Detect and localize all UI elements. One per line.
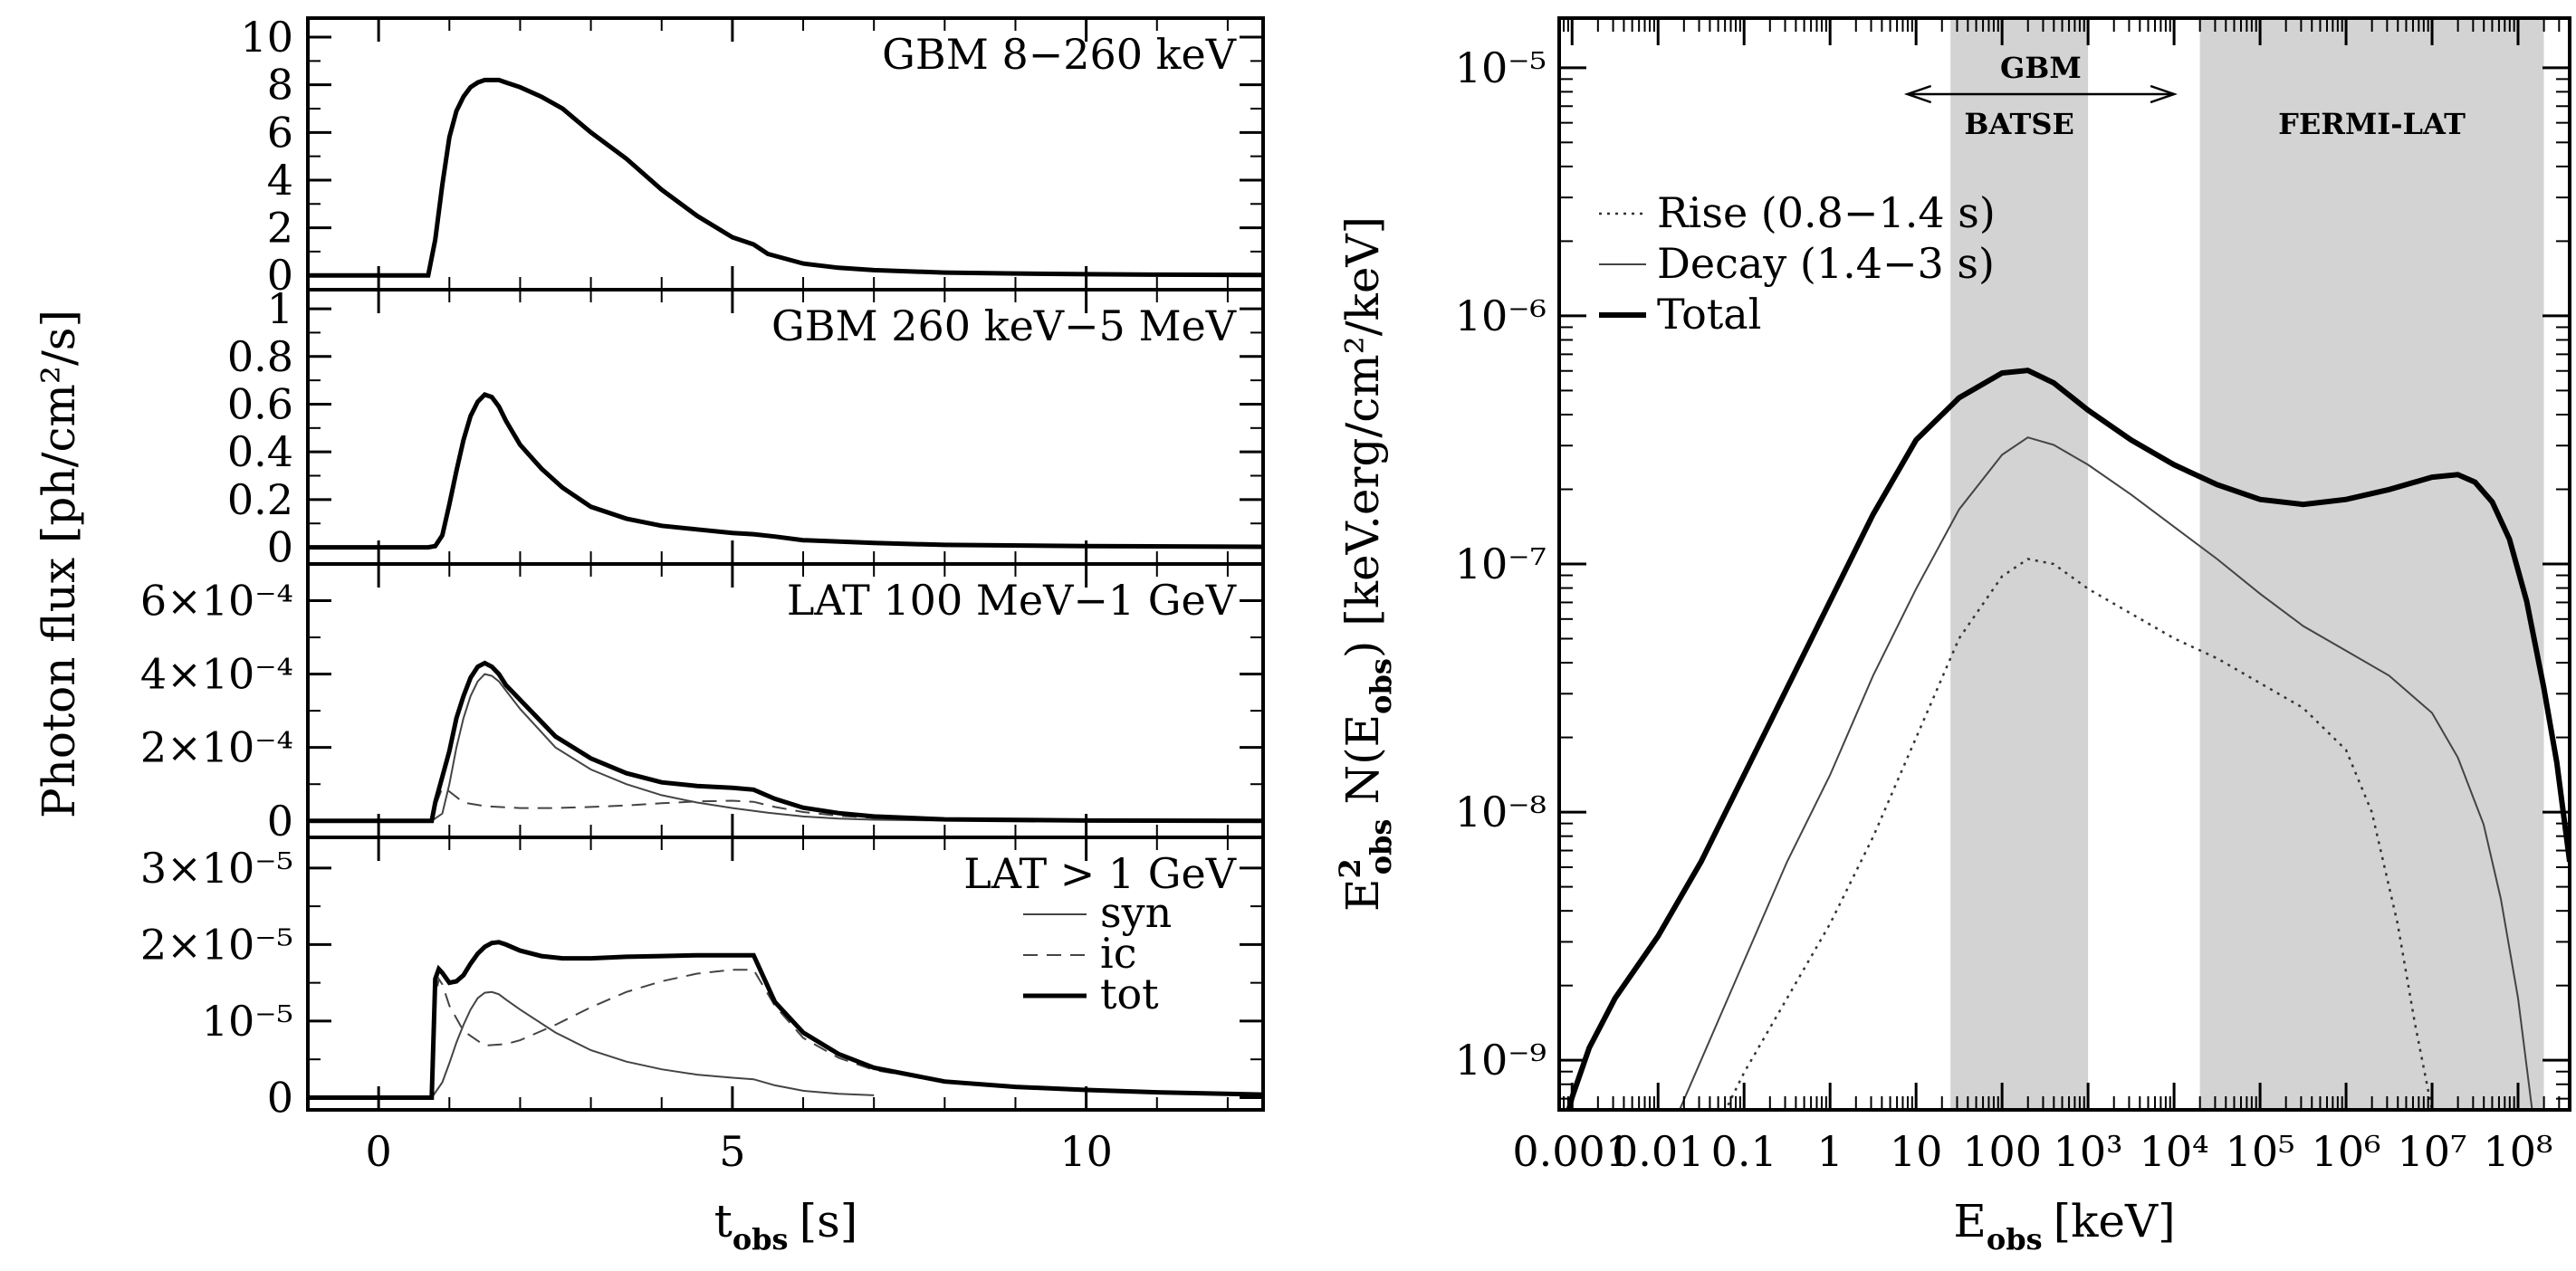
x-axis-label-sub: obs	[733, 1222, 789, 1257]
lightcurve-panel: 0 10⁻⁵ 2×10⁻⁵ 3×10⁻⁵ LAT > 1 GeV	[140, 836, 1265, 1122]
energy-band	[2199, 18, 2544, 1110]
panel-frame	[1557, 16, 2571, 1112]
y-axis-label: E2obs N(Eobs) [keV.erg/cm²/keV]	[1333, 216, 1398, 912]
y-tick-label: 0	[267, 523, 293, 572]
y-tick-label: 0.4	[227, 427, 293, 476]
y-tick-label: 2	[267, 204, 293, 253]
series-tot-line	[308, 392, 1263, 550]
arrow-left-icon	[1903, 84, 1932, 104]
x-tick-label: 10⁸	[2484, 1127, 2553, 1176]
panel-title: GBM 8−260 keV	[882, 30, 1237, 79]
y-tick-label: 0.8	[227, 332, 293, 381]
series-tot-line	[308, 940, 1263, 1100]
y-tick-label: 3×10⁻⁵	[140, 844, 293, 893]
x-tick-label: 10⁷	[2398, 1127, 2467, 1176]
panel-title: LAT 100 MeV−1 GeV	[787, 576, 1237, 625]
x-axis-label-unit: [s]	[800, 1195, 858, 1247]
legend-label: ic	[1100, 929, 1136, 978]
x-axis-label-sub: obs	[1987, 1222, 2043, 1257]
plot-area	[308, 940, 1263, 1100]
plot-area	[308, 392, 1263, 550]
x-tick-label: 0.1	[1711, 1127, 1777, 1176]
y-tick-label: 10⁻⁹	[1455, 1036, 1547, 1085]
legend-label: tot	[1100, 970, 1159, 1018]
y-tick-label: 6	[267, 108, 293, 157]
y-axis-label-part: N(E	[1336, 714, 1389, 819]
y-tick-label: 6×10⁻⁴	[140, 577, 293, 626]
y-tick-label: 2×10⁻⁴	[140, 723, 293, 772]
y-tick-label: 8	[267, 61, 293, 110]
x-axis-label-main: t	[714, 1195, 733, 1247]
y-tick-label: 10⁻⁷	[1455, 540, 1547, 588]
x-tick-label: 10	[1059, 1127, 1113, 1176]
x-tick-label: 1	[1817, 1127, 1843, 1176]
y-tick-label: 10⁻⁵	[1455, 43, 1547, 92]
x-tick-label: 0.01	[1612, 1127, 1704, 1176]
x-tick-label: 5	[719, 1127, 745, 1176]
y-tick-label: 0.2	[227, 475, 293, 524]
y-tick-label: 0	[267, 251, 293, 300]
legend-label: Decay (1.4−3 s)	[1657, 239, 1995, 288]
y-axis-label-part: 2	[1333, 858, 1367, 878]
y-axis-label-part: E	[1336, 879, 1389, 913]
series-thick-line	[1566, 368, 2570, 1110]
x-tick-label: 10⁵	[2226, 1127, 2295, 1176]
y-axis-label-part: ) [keV.erg/cm²/keV]	[1336, 216, 1389, 658]
legend-label: Rise (0.8−1.4 s)	[1657, 188, 1996, 237]
y-axis-label-part: obs	[1364, 819, 1398, 875]
y-tick-label: 10	[240, 13, 293, 62]
series-thin-line	[1678, 436, 2533, 1110]
plot-area	[308, 77, 1263, 278]
x-tick-label: 100	[1962, 1127, 2042, 1176]
panel-title: LAT > 1 GeV	[963, 849, 1237, 898]
series-syn-line	[308, 990, 875, 1099]
panel-frame	[306, 836, 1265, 1112]
lightcurve-panel: 0 2×10⁻⁴ 4×10⁻⁴ 6×10⁻⁴ LAT 100 MeV−1 GeV	[140, 562, 1265, 846]
lightcurve-panel: 00.20.40.60.81 GBM 260 keV−5 MeV	[227, 284, 1265, 572]
y-tick-label: 10⁻⁸	[1455, 788, 1547, 836]
arrow-right-icon	[2150, 84, 2178, 104]
series-tot-line	[308, 660, 1263, 824]
x-axis-label-main: E	[1953, 1195, 1987, 1247]
y-tick-label: 10⁻⁵	[202, 997, 293, 1046]
x-tick-label: 0.001	[1512, 1127, 1632, 1176]
gbm-label: GBM	[2000, 51, 2082, 85]
x-axis-label: tobs [s]	[714, 1195, 858, 1257]
x-tick-label: 10	[1890, 1127, 1943, 1176]
x-tick-label: 10³	[2054, 1127, 2123, 1176]
y-axis-label-part: obs	[1364, 658, 1398, 714]
x-axis-label-unit: [keV]	[2054, 1195, 2176, 1247]
x-tick-label: 10⁶	[2312, 1127, 2381, 1176]
legend: Rise (0.8−1.4 s)Decay (1.4−3 s)Total	[1599, 188, 1996, 339]
y-tick-label: 4	[267, 156, 293, 205]
y-tick-label: 0	[267, 1073, 293, 1122]
energy-band	[1950, 18, 2089, 1110]
y-tick-label: 0.6	[227, 379, 293, 428]
plot-area	[1566, 368, 2570, 1110]
y-tick-label: 2×10⁻⁵	[140, 920, 293, 969]
panel-title: GBM 260 keV−5 MeV	[771, 301, 1237, 350]
y-axis-label: Photon flux [ph/cm²/s]	[33, 310, 85, 818]
fermi-lat-label: FERMI-LAT	[2278, 107, 2466, 141]
batse-label: BATSE	[1964, 107, 2073, 141]
y-tick-label: 4×10⁻⁴	[140, 650, 293, 699]
legend-label: syn	[1100, 888, 1172, 937]
x-axis-label: Eobs [keV]	[1953, 1195, 2175, 1257]
series-syn-line	[308, 673, 1263, 822]
spectrum-panel: GBM BATSE FERMI-LAT	[1557, 16, 2571, 1112]
series-tot-line	[308, 77, 1263, 278]
x-tick-label: 10⁴	[2140, 1127, 2209, 1176]
y-tick-label: 10⁻⁶	[1455, 291, 1547, 340]
plot-area	[308, 660, 1263, 824]
y-tick-label: 1	[267, 284, 293, 333]
x-tick-label: 0	[366, 1127, 392, 1176]
legend-label: Total	[1657, 290, 1761, 339]
y-tick-label: 0	[267, 797, 293, 846]
